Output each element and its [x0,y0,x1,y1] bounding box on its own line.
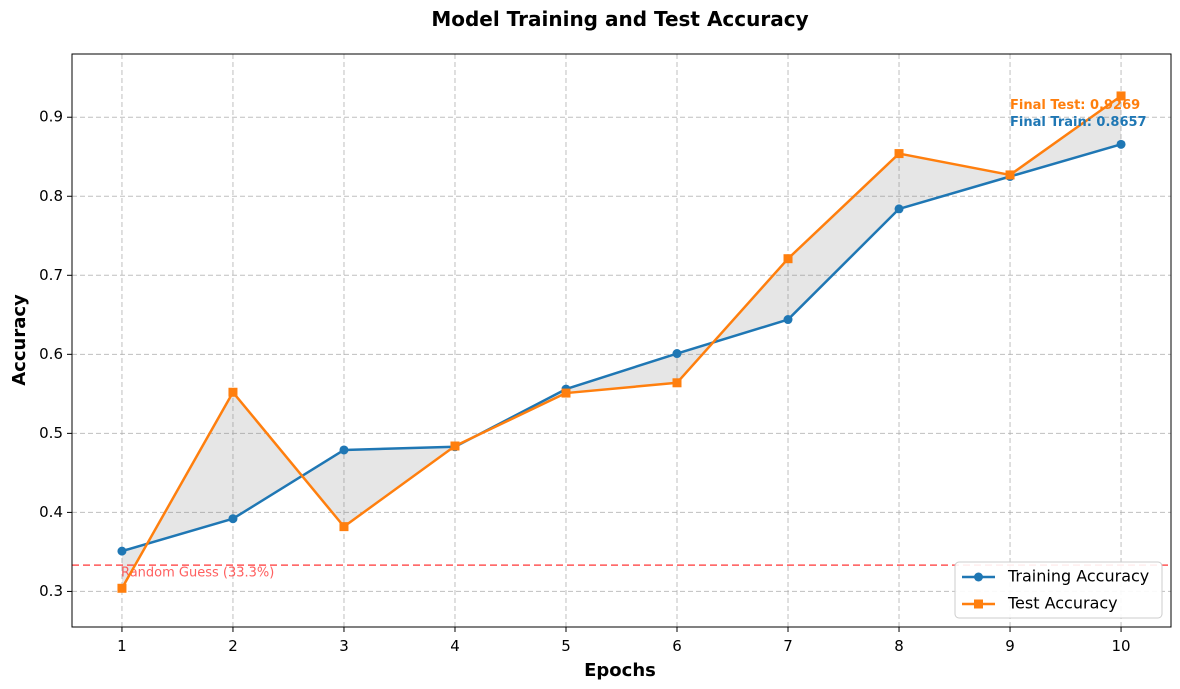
final-train-annotation: Final Train: 0.8657 [1010,115,1147,130]
grid [72,54,1171,627]
baseline-label: Random Guess (33.3%) [121,566,274,581]
x-tick-label: 9 [1005,637,1015,655]
test-point [450,441,460,451]
x-tick-label: 6 [672,637,682,655]
legend-swatch-marker [974,599,983,609]
x-tick-label: 10 [1111,637,1130,655]
y-tick-label: 0.6 [39,345,63,363]
train-point [339,445,349,455]
plot-frame [71,53,1172,628]
test-point [672,378,682,388]
x-tick-label: 1 [117,637,127,655]
test-point [1116,91,1126,101]
train-point [672,349,682,359]
test-point [894,149,904,159]
x-tick-label: 3 [339,637,349,655]
y-tick-label: 0.9 [39,108,63,126]
chart-title: Model Training and Test Accuracy [431,7,808,31]
train-point [1116,139,1126,149]
y-axis-label: Accuracy [9,294,30,386]
y-tick-label: 0.7 [39,266,63,284]
x-tick-label: 8 [894,637,904,655]
test-point [1005,170,1015,180]
legend-label: Test Accuracy [1007,594,1118,613]
train-point [894,204,904,214]
x-tick-label: 7 [783,637,793,655]
legend-label: Training Accuracy [1007,567,1149,586]
x-tick-label: 4 [450,637,460,655]
series-lines [117,91,1126,593]
x-tick-label: 5 [561,637,571,655]
test-point [228,387,238,397]
test-point [783,254,793,264]
test-point [561,388,571,398]
annotations: Final Test: 0.9269 Final Train: 0.8657 [1010,98,1147,130]
train-point [783,315,793,325]
series-line-1 [120,94,1122,589]
final-test-annotation: Final Test: 0.9269 [1010,98,1140,113]
x-tick-label: 2 [228,637,238,655]
fill-between-area [121,95,1122,589]
series-line-0 [121,143,1122,553]
y-tick-label: 0.8 [39,187,63,205]
legend: Training Accuracy Test Accuracy [954,561,1163,619]
y-tick-label: 0.4 [39,503,63,521]
y-tick-label: 0.3 [39,582,63,600]
legend-box [954,561,1163,619]
test-point [117,583,127,593]
legend-swatch-marker [974,572,983,582]
train-point [117,546,127,556]
test-point [339,522,349,532]
train-point [228,514,238,524]
axis-ticks: 1 2 3 4 5 6 7 8 9 10 0.3 0.4 0.5 0.6 0.7 0.8 0.9 [39,108,1130,655]
fill-between-polygon [121,95,1122,589]
x-axis-label: Epochs [584,660,656,681]
y-tick-label: 0.5 [39,424,63,442]
